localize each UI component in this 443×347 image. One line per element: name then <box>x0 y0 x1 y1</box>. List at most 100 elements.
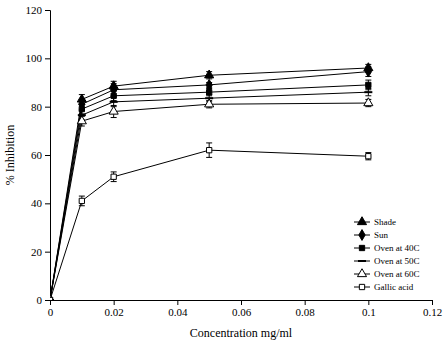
marker <box>50 297 53 300</box>
tick-mark <box>177 300 178 305</box>
tick: 0 <box>37 294 51 306</box>
legend-item: Oven at 40C <box>354 243 420 253</box>
marker <box>364 98 373 106</box>
marker <box>50 295 55 300</box>
tick-label: 0 <box>37 294 43 306</box>
legend-label: Oven at 50C <box>374 256 420 266</box>
marker <box>205 99 214 107</box>
y-axis-title: % Inhibition <box>3 125 17 185</box>
marker <box>50 297 53 300</box>
marker <box>109 106 118 114</box>
tick-label: 0.06 <box>232 306 252 318</box>
tick-mark <box>45 300 50 301</box>
tick-mark <box>114 300 115 305</box>
legend-marker <box>357 217 366 225</box>
tick: 0.02 <box>105 300 124 318</box>
line <box>50 68 368 300</box>
series <box>50 143 371 300</box>
legend-label: Oven at 40C <box>374 243 420 253</box>
tick: 80 <box>31 101 50 113</box>
tick-mark <box>368 300 369 305</box>
legend-label: Sun <box>374 230 389 240</box>
error-bar <box>365 153 371 160</box>
marker <box>366 154 371 159</box>
tick-label: 120 <box>26 4 43 16</box>
tick: 100 <box>26 52 51 64</box>
legend-line <box>354 261 370 262</box>
tick: 0.06 <box>232 300 252 318</box>
legend-item: Shade <box>354 217 396 227</box>
legend-marker <box>359 284 364 289</box>
tick-label: 0.12 <box>423 306 442 318</box>
legend-item: Gallic acid <box>354 282 414 292</box>
tick-label: 60 <box>31 149 43 161</box>
error-bar <box>365 89 371 96</box>
tick: 60 <box>31 149 50 161</box>
legend-marker <box>359 230 365 241</box>
tick: 20 <box>31 246 50 258</box>
tick-label: 40 <box>31 197 43 209</box>
marker <box>205 70 214 78</box>
tick: 40 <box>31 197 50 209</box>
tick-label: 0 <box>48 306 54 318</box>
marker <box>207 90 212 95</box>
legend-marker <box>357 269 366 277</box>
tick-label: 100 <box>26 52 43 64</box>
legend-item: Sun <box>354 230 389 241</box>
tick-label: 0.02 <box>105 306 124 318</box>
tick: 0.1 <box>362 300 376 318</box>
series <box>50 98 373 300</box>
marker <box>364 91 372 93</box>
tick: 0 <box>48 300 54 318</box>
tick: 0.04 <box>168 300 188 318</box>
legend-label: Gallic acid <box>374 282 414 292</box>
tick-mark <box>45 252 50 253</box>
tick-mark <box>432 300 433 305</box>
tick-label: 20 <box>31 246 43 258</box>
line <box>50 92 368 300</box>
x-axis: 0 0.02 0.04 0.06 0.08 0.1 0.12 <box>48 300 442 318</box>
tick-label: 0.1 <box>362 306 376 318</box>
legend-marker <box>359 245 364 250</box>
marker <box>110 101 118 103</box>
tick: 0.08 <box>296 300 316 318</box>
series <box>50 89 372 300</box>
tick-mark <box>305 300 306 305</box>
error-bar <box>206 143 212 158</box>
legend: Shade Sun Oven at 40C Oven at 50C Oven at 60… <box>354 217 420 292</box>
line <box>50 150 368 300</box>
marker <box>77 116 86 124</box>
error-bar <box>79 196 85 206</box>
tick: 120 <box>26 4 51 16</box>
tick-mark <box>45 155 50 156</box>
legend-item: Oven at 60C <box>354 269 420 279</box>
line <box>50 103 368 300</box>
error-bar <box>111 172 117 182</box>
line <box>50 72 368 300</box>
line <box>50 85 368 300</box>
axis-line <box>51 301 433 306</box>
legend-item: Oven at 50C <box>354 256 420 266</box>
marker <box>366 82 371 87</box>
marker <box>365 66 371 77</box>
tick-mark <box>45 58 50 59</box>
chart: 0 0.02 0.04 0.06 0.08 0.1 0.12 0 20 40 60 80 100 120 S… <box>0 0 443 347</box>
tick: 0.12 <box>423 300 442 318</box>
marker <box>79 198 84 203</box>
marker <box>50 295 55 300</box>
tick-label: 0.08 <box>296 306 316 318</box>
tick-mark <box>45 203 50 204</box>
tick-mark <box>241 300 242 305</box>
marker <box>111 174 116 179</box>
legend-label: Oven at 60C <box>374 269 420 279</box>
axis-line <box>45 11 51 301</box>
plot-area: 0 0.02 0.04 0.06 0.08 0.1 0.12 0 20 40 60 80 100 120 S… <box>26 4 443 318</box>
series <box>50 80 371 300</box>
x-axis-title: Concentration mg/ml <box>190 326 293 340</box>
legend-marker <box>358 260 366 262</box>
error-bar <box>365 67 371 77</box>
tick-label: 0.04 <box>168 306 188 318</box>
tick-mark <box>45 10 50 11</box>
series <box>50 66 371 300</box>
tick-mark <box>45 107 50 108</box>
